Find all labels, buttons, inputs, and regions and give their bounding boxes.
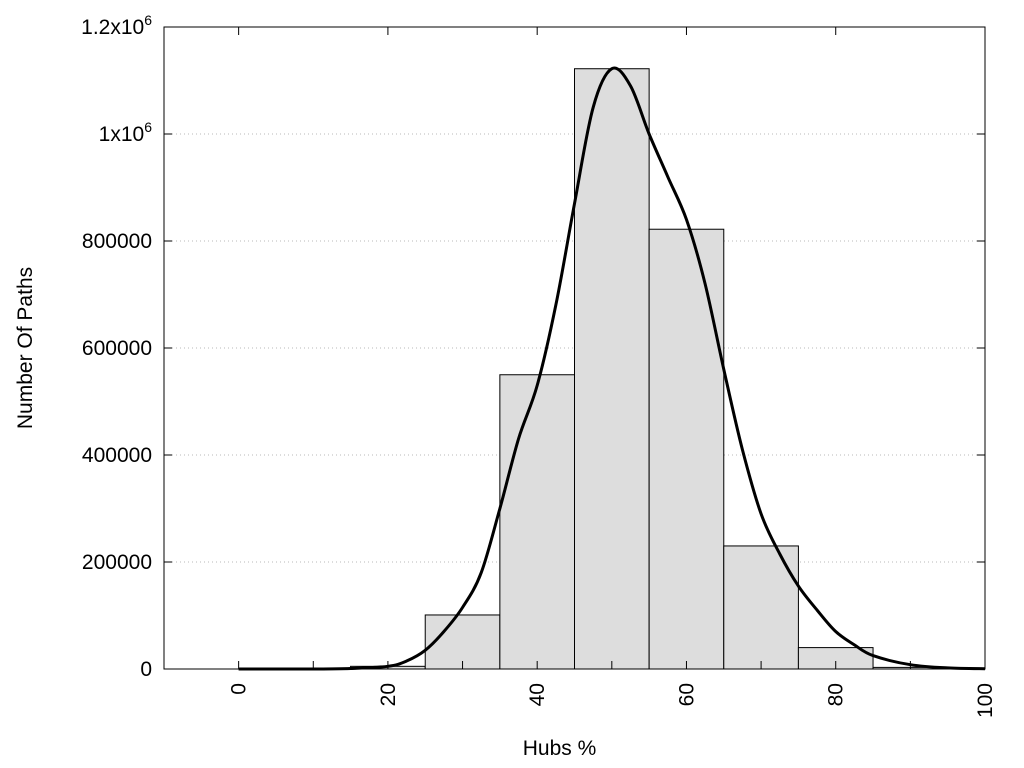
x-tick-label: 0	[228, 683, 251, 695]
y-tick-label: 200000	[82, 551, 152, 574]
histogram-bar	[424, 614, 501, 670]
y-tick-label: 1.2x106	[81, 12, 152, 39]
x-tick-labels: 0 20 40 60 80 100	[228, 683, 997, 718]
grid-lines	[164, 133, 985, 563]
histogram-bar	[648, 228, 725, 670]
y-tick-label: 800000	[82, 230, 152, 253]
x-tick-label: 60	[675, 683, 698, 706]
histogram-bars	[350, 68, 949, 670]
histogram-bar	[499, 374, 576, 670]
y-tick-label: 1x106	[99, 119, 153, 146]
x-tick-label: 100	[974, 683, 997, 718]
y-tick-labels: 0 200000 400000 600000 800000 1x106 1.2x106	[81, 12, 152, 681]
y-tick-label: 600000	[82, 337, 152, 360]
y-tick-label: 0	[140, 658, 152, 681]
x-tick-label: 20	[377, 683, 400, 706]
density-curve	[238, 66, 986, 671]
x-tick-label: 40	[526, 683, 549, 706]
y-axis-title: Number Of Paths	[14, 267, 37, 429]
x-axis-title: Hubs %	[523, 737, 597, 760]
y-tick-label: 400000	[82, 444, 152, 467]
histogram-bar	[723, 545, 799, 670]
axis-ticks	[164, 26, 986, 670]
histogram-bar	[574, 68, 650, 670]
x-tick-label: 80	[825, 683, 848, 706]
